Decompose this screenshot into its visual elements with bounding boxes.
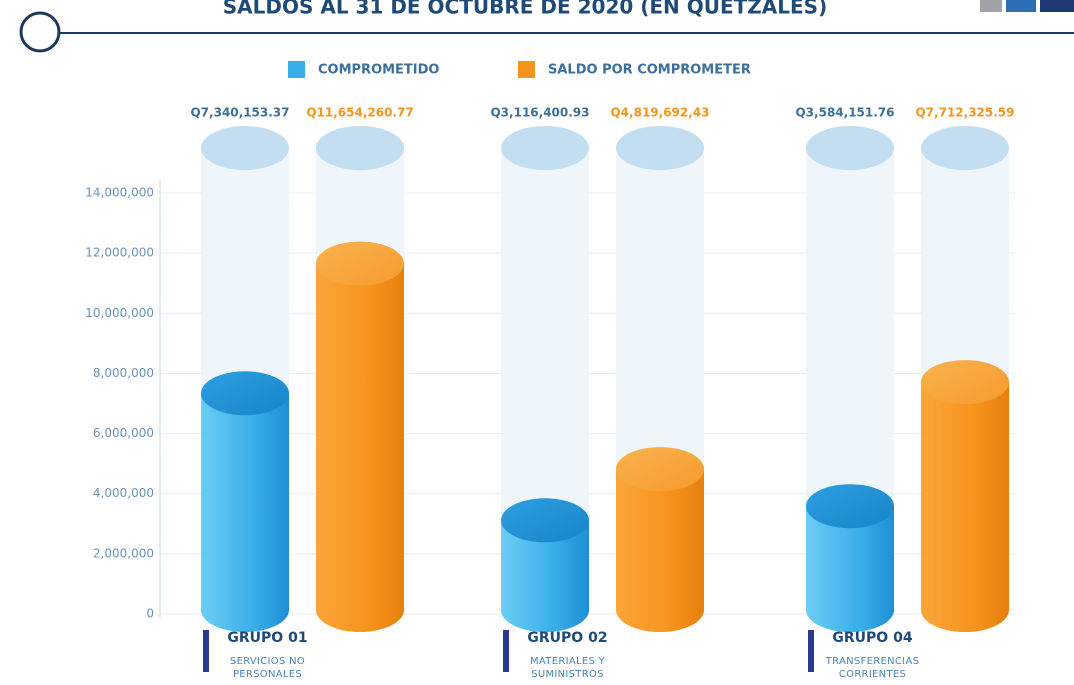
value-label: Q4,819,692,43 [610,106,709,120]
header-square [1040,0,1074,12]
cylinder [201,371,289,632]
x-tick-label: GRUPO 01 [227,630,307,646]
y-tick-label: 14,000,000 [85,186,154,200]
track-top [316,126,404,170]
legend-swatch [288,61,305,78]
cylinder-top [806,484,894,529]
y-tick-label: 6,000,000 [93,426,154,440]
x-tick-label: GRUPO 04 [832,630,912,646]
y-tick-label: 8,000,000 [93,366,154,380]
track-top [921,126,1009,170]
y-tick-label: 12,000,000 [85,246,154,260]
y-tick-label: 2,000,000 [93,546,154,560]
legend-swatch [518,61,535,78]
category-description: MATERIALES Y SUMINISTROS [530,656,605,680]
cylinder-top [316,241,404,286]
chart-title: SALDOS AL 31 DE OCTUBRE DE 2020 (EN QUET… [223,0,827,19]
cylinder-body [316,263,404,610]
header-square [1006,0,1036,12]
cylinder [806,484,894,632]
cylinder-top [921,360,1009,405]
cylinder [501,498,589,632]
y-tick-label: 4,000,000 [93,486,154,500]
cylinder-top [201,371,289,416]
track-top [616,126,704,170]
cylinder-body [921,382,1009,610]
y-tick-label: 0 [146,607,154,621]
header-circle [19,11,61,53]
value-label: Q3,584,151.76 [795,106,894,120]
category-description: TRANSFERENCIAS CORRIENTES [825,656,920,680]
y-tick-label: 10,000,000 [85,306,154,320]
cylinder [616,447,704,632]
legend-label: SALDO POR COMPROMETER [548,63,751,78]
cylinder-body [616,469,704,610]
track-top [501,126,589,170]
x-tick-label: GRUPO 02 [527,630,607,646]
cylinder [316,241,404,632]
group-marker [203,630,209,672]
group-marker [503,630,509,672]
value-label: Q7,712,325.59 [915,106,1014,120]
value-label: Q7,340,153.37 [190,106,289,120]
header-square [980,0,1002,12]
track-top [201,126,289,170]
track-top [806,126,894,170]
group-marker [808,630,814,672]
cylinder-body [201,393,289,610]
category-description: SERVICIOS NO PERSONALES [229,656,306,680]
cylinder-top [501,498,589,543]
value-label: Q3,116,400.93 [490,106,589,120]
cylinder [921,360,1009,632]
legend-label: COMPROMETIDO [318,63,439,78]
value-label: Q11,654,260.77 [306,106,413,120]
cylinder-top [616,447,704,492]
